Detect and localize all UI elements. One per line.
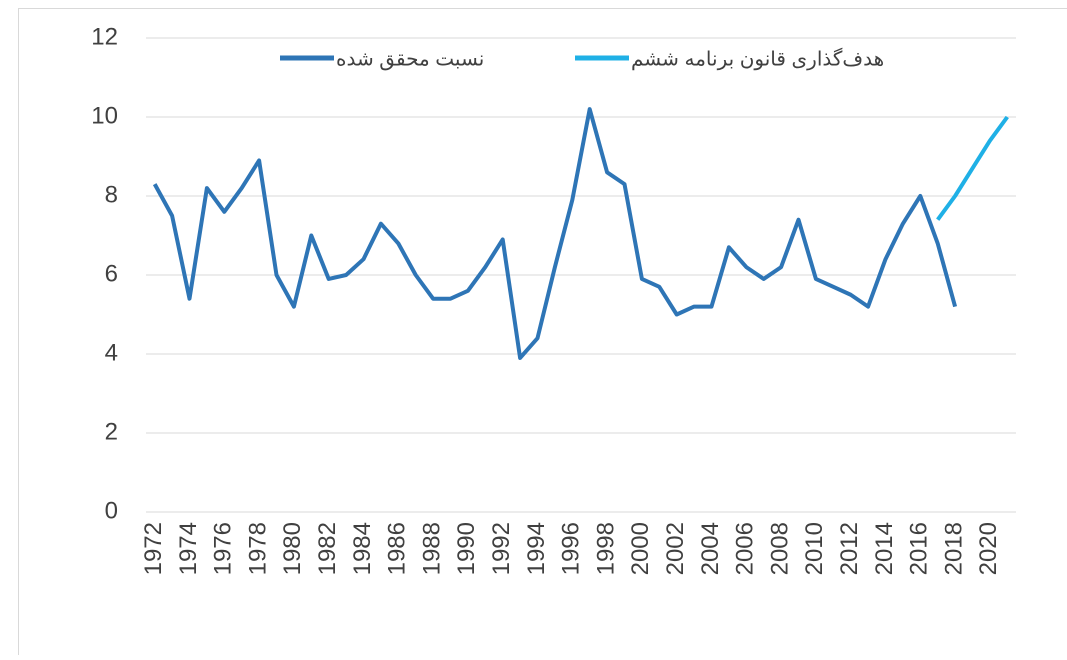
x-tick-label: 1986 (384, 522, 411, 575)
series-line (155, 109, 955, 358)
x-tick-label: 2016 (906, 522, 933, 575)
y-tick-label: 12 (91, 23, 118, 50)
x-tick-label: 2008 (766, 522, 793, 575)
x-tick-label: 1980 (279, 522, 306, 575)
x-tick-label: 1984 (349, 522, 376, 575)
x-tick-label: 2014 (871, 522, 898, 575)
x-tick-label: 2010 (801, 522, 828, 575)
y-tick-label: 6 (105, 260, 118, 287)
x-tick-label: 2018 (940, 522, 967, 575)
x-tick-label: 2012 (836, 522, 863, 575)
x-tick-label: 2000 (627, 522, 654, 575)
x-tick-label: 1988 (418, 522, 445, 575)
y-tick-label: 8 (105, 181, 118, 208)
x-tick-label: 2004 (697, 522, 724, 575)
series-line (938, 117, 1008, 220)
legend-label: هدف‌گذاری قانون برنامه ششم (631, 47, 884, 70)
legend-label: نسبت محقق شده (336, 48, 484, 70)
x-tick-label: 1978 (244, 522, 271, 575)
x-tick-label: 1994 (523, 522, 550, 575)
y-tick-label: 10 (91, 102, 118, 129)
x-tick-label: 1974 (175, 522, 202, 575)
x-tick-label: 1972 (140, 522, 167, 575)
y-tick-label: 0 (105, 497, 118, 524)
x-tick-label: 1996 (558, 522, 585, 575)
y-tick-label: 4 (105, 339, 118, 366)
y-tick-label: 2 (105, 418, 118, 445)
x-tick-label: 2002 (662, 522, 689, 575)
x-tick-label: 1976 (210, 522, 237, 575)
x-tick-label: 2020 (975, 522, 1002, 575)
x-tick-label: 1992 (488, 522, 515, 575)
x-tick-label: 1990 (453, 522, 480, 575)
x-tick-label: 1982 (314, 522, 341, 575)
x-tick-label: 1998 (592, 522, 619, 575)
x-tick-label: 2006 (732, 522, 759, 575)
